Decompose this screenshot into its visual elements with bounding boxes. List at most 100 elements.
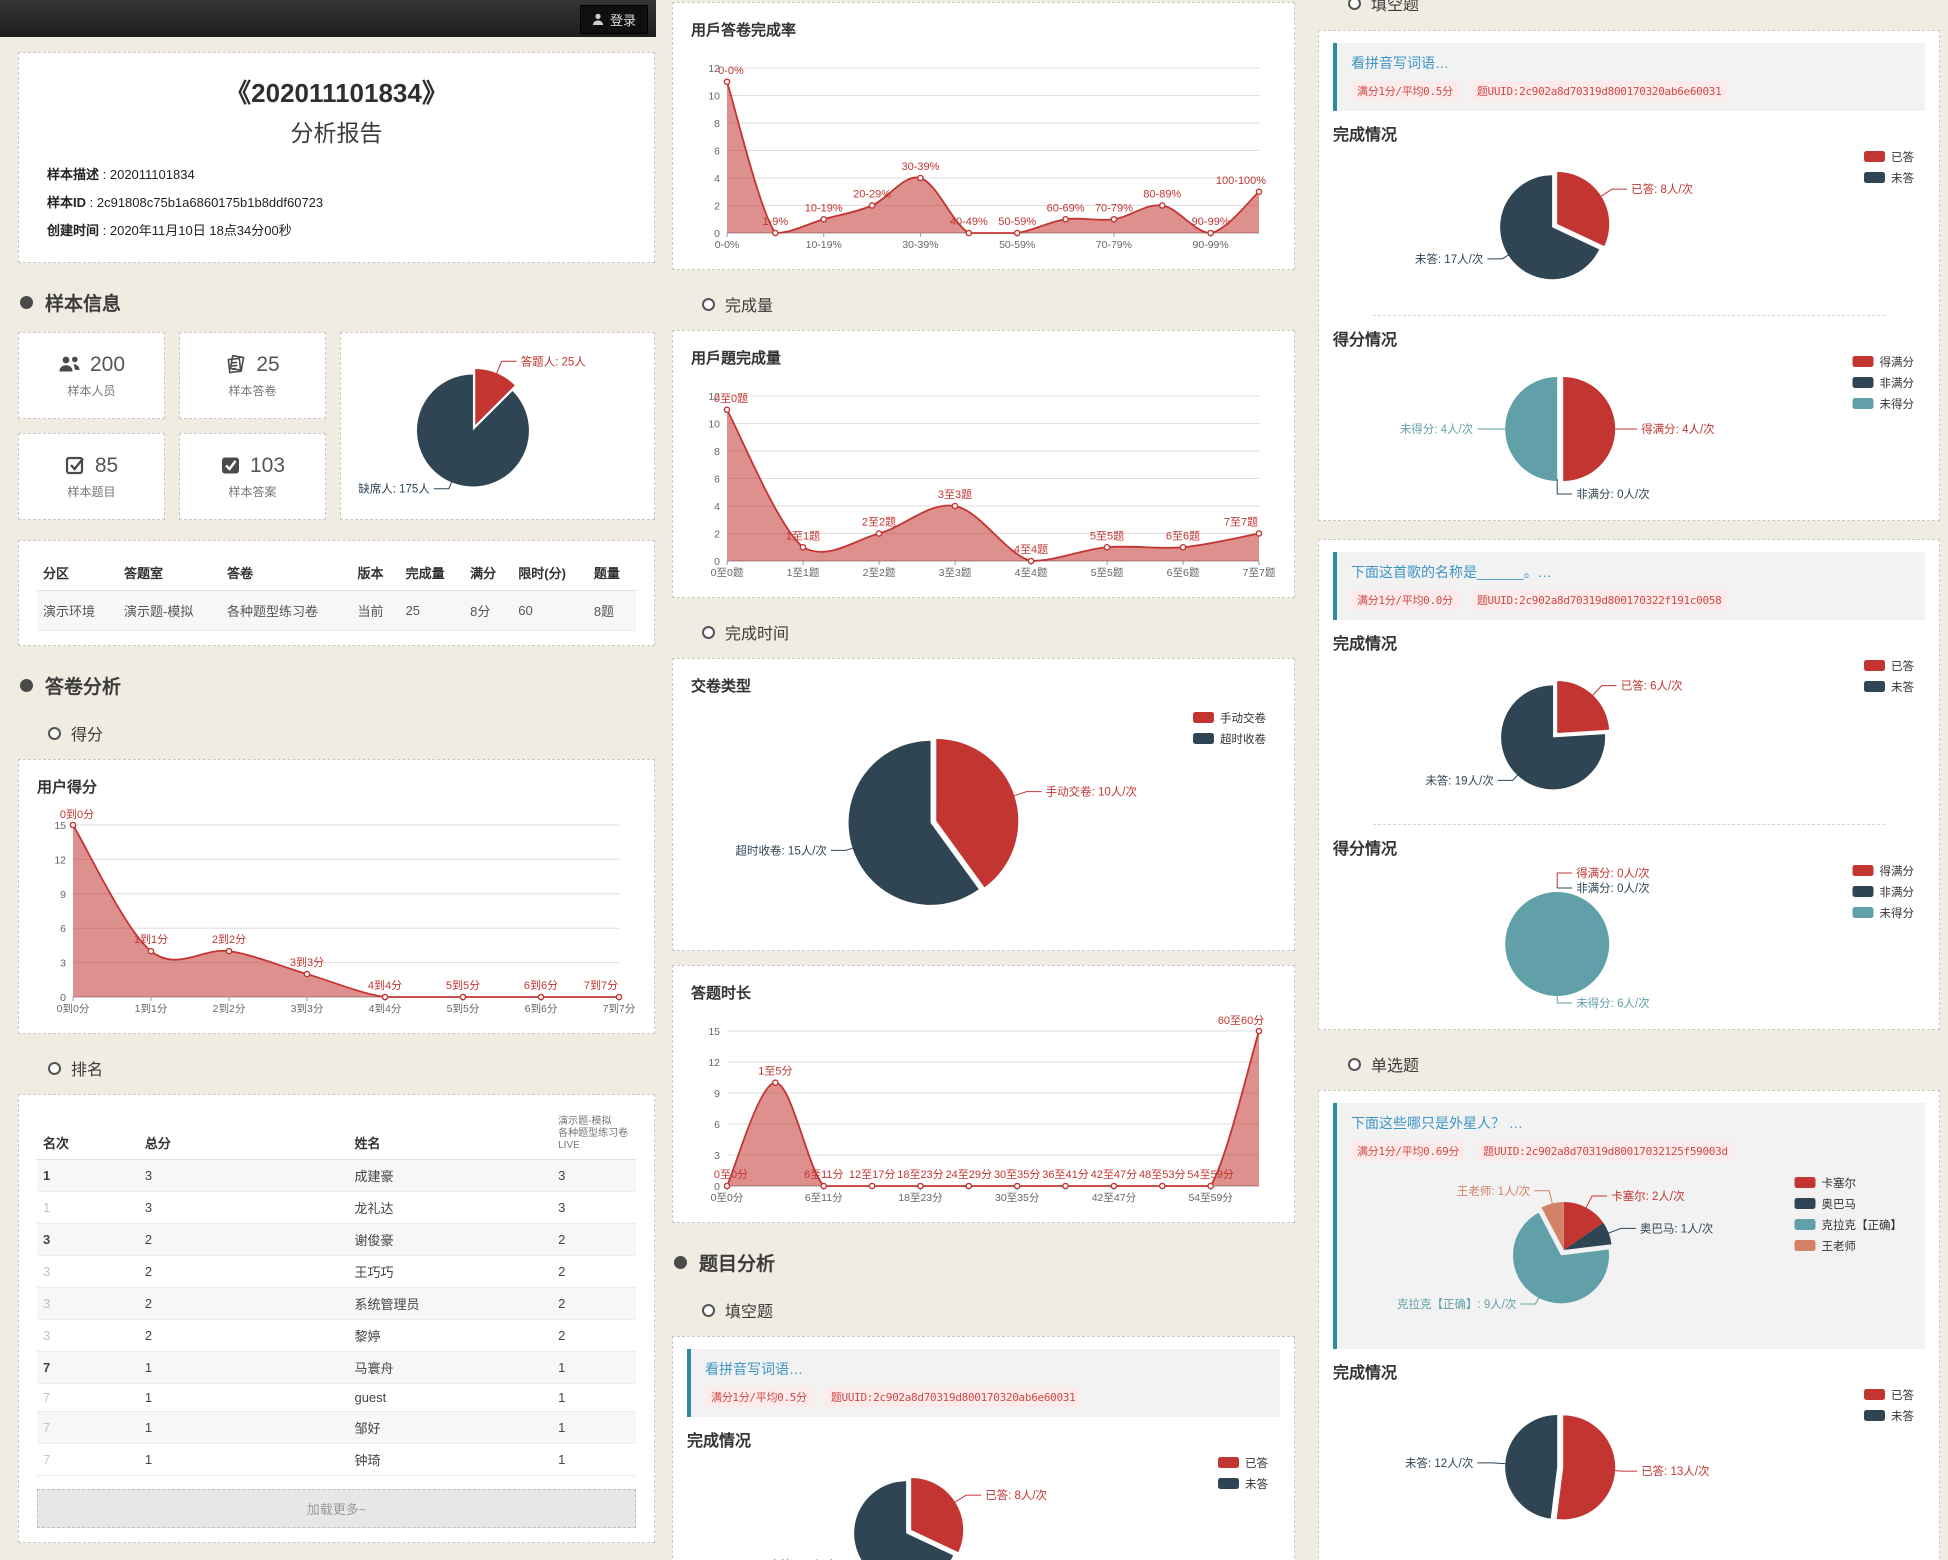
complete-status-title: 完成情况 <box>1333 127 1398 144</box>
svg-text:10: 10 <box>708 91 720 103</box>
chart-title: 用户得分 <box>37 779 98 796</box>
svg-text:2到2分: 2到2分 <box>213 1003 246 1015</box>
section-bullet-icon <box>20 679 33 692</box>
table-header-row: 分区 答题室 答卷 版本 完成量 满分 限时(分) 题量 <box>37 555 636 591</box>
svg-text:90-99%: 90-99% <box>1192 216 1230 228</box>
ranking-table-body: 1 3 成建豪 3 1 3 龙礼达 3 3 2 谢俊豪 2 3 2 王巧巧 2 3 2 系统管理员 2 3 2 黎婷 2 7 1 马… <box>37 1159 636 1476</box>
question-header: 看拼音写词语… 满分1分/平均0.5分 题UUID:2c902a8d70319d… <box>1333 43 1925 111</box>
uid-badge: 题UUID:2c902a8d70319d800170322f191c0058 <box>1470 590 1728 610</box>
complete-status-title: 完成情况 <box>1333 636 1398 653</box>
load-more-button[interactable]: 加载更多~ <box>37 1489 636 1528</box>
svg-text:18至23分: 18至23分 <box>897 1168 943 1181</box>
svg-text:50-59%: 50-59% <box>998 216 1036 228</box>
svg-text:未得分: 4人/次: 未得分: 4人/次 <box>1400 422 1474 436</box>
clipped-section-header: 填空题 <box>1318 0 1940 14</box>
ranking-header-row: 名次 总分 姓名 演示题-模拟 各种题型练习卷 LIVE <box>37 1109 636 1160</box>
chart-title: 答题时长 <box>691 985 752 1002</box>
ranking-row: 3 2 黎婷 2 <box>37 1319 636 1352</box>
svg-text:48至53分: 48至53分 <box>1139 1168 1185 1181</box>
svg-text:2: 2 <box>714 201 720 213</box>
question-title-link[interactable]: 看拼音写词语… <box>1351 55 1449 71</box>
svg-text:80-89%: 80-89% <box>1143 189 1181 201</box>
svg-text:2至2题: 2至2题 <box>862 516 896 529</box>
svg-text:1到1分: 1到1分 <box>135 1003 168 1015</box>
sheets-icon <box>225 354 247 375</box>
svg-text:3至3题: 3至3题 <box>938 488 972 501</box>
svg-text:5到5分: 5到5分 <box>446 979 480 992</box>
svg-text:未得分: 未得分 <box>1880 907 1915 920</box>
svg-text:6到6分: 6到6分 <box>525 1003 558 1015</box>
svg-text:70-79%: 70-79% <box>1095 202 1133 214</box>
svg-text:18至23分: 18至23分 <box>898 1192 943 1204</box>
uid-badge: 题UUID:2c902a8d70319d800170320ab6e60031 <box>824 1387 1082 1407</box>
section-sample-info: 样本信息 <box>20 289 655 316</box>
svg-text:6到6分: 6到6分 <box>524 979 558 992</box>
top-nav-bar: 登录 <box>0 0 656 37</box>
subsection-ring-icon <box>48 1061 61 1075</box>
svg-text:15: 15 <box>54 820 66 832</box>
svg-text:12: 12 <box>708 391 720 403</box>
ranking-header-paper: 演示题-模拟 各种题型练习卷 LIVE <box>552 1109 636 1160</box>
svg-text:42至47分: 42至47分 <box>1091 1168 1137 1181</box>
svg-text:6: 6 <box>714 474 720 486</box>
section-bullet-icon <box>20 296 33 309</box>
svg-text:4到4分: 4到4分 <box>368 979 402 992</box>
svg-text:6至6题: 6至6题 <box>1167 567 1200 579</box>
svg-text:3到3分: 3到3分 <box>290 956 324 969</box>
svg-text:20-29%: 20-29% <box>853 189 891 201</box>
svg-text:2到2分: 2到2分 <box>212 933 246 946</box>
uid-badge: 题UUID:2c902a8d70319d80017032125f59003d <box>1477 1141 1734 1161</box>
login-label: 登录 <box>609 13 636 28</box>
score-badge: 满分1分/平均0.5分 <box>1351 81 1459 101</box>
svg-text:奥巴马: 1人/次: 奥巴马: 1人/次 <box>1640 1221 1714 1235</box>
svg-text:42至47分: 42至47分 <box>1092 1192 1137 1204</box>
svg-text:得满分: 得满分 <box>1880 865 1915 878</box>
chart-title: 用戶答卷完成率 <box>691 22 797 39</box>
question-title-link[interactable]: 下面这些哪只是外星人？ … <box>1351 1115 1523 1131</box>
svg-text:3到3分: 3到3分 <box>291 1003 324 1015</box>
svg-text:得满分: 得满分 <box>1880 356 1915 369</box>
svg-text:7至7题: 7至7题 <box>1243 567 1275 579</box>
svg-text:未答: 未答 <box>1891 680 1914 694</box>
svg-text:12: 12 <box>708 63 720 75</box>
svg-text:6至11分: 6至11分 <box>805 1192 843 1204</box>
ranking-row: 3 2 王巧巧 2 <box>37 1255 636 1288</box>
svg-text:克拉克【正确】: 克拉克【正确】 <box>1822 1218 1903 1232</box>
sample-info-table: 分区 答题室 答卷 版本 完成量 满分 限时(分) 题量 演示环境 演示题-模拟 各种题型… <box>37 555 636 631</box>
svg-text:未答: 未答 <box>1891 171 1914 185</box>
svg-text:1至1题: 1至1题 <box>787 567 820 579</box>
subsection-completion-time: 完成时间 <box>702 620 1295 644</box>
ranking-row: 7 1 马寰舟 1 <box>37 1351 636 1384</box>
question-header: 下面这首歌的名称是______。… 满分1分/平均0.0分 题UUID:2c90… <box>1333 552 1925 620</box>
sample-stats-row: 200 样本人员 25 样本答卷 85 样本题目 103 样本答案 <box>18 332 655 520</box>
svg-text:9: 9 <box>714 1088 720 1100</box>
svg-text:5至5题: 5至5题 <box>1091 567 1124 579</box>
svg-text:未答: 未答 <box>1245 1477 1268 1491</box>
svg-text:非满分: 0人/次: 非满分: 0人/次 <box>1576 881 1650 895</box>
svg-text:克拉克【正确】: 9人/次: 克拉克【正确】: 9人/次 <box>1397 1297 1517 1311</box>
svg-text:70-79%: 70-79% <box>1096 239 1132 251</box>
left-column: 《202011101834》 分析报告 样本描述 : 202011101834 … <box>18 0 655 1560</box>
question-title-link[interactable]: 下面这首歌的名称是______。… <box>1351 564 1552 580</box>
svg-text:6: 6 <box>60 923 66 935</box>
svg-text:90-99%: 90-99% <box>1193 239 1229 251</box>
submit-type-card: 交卷类型 手动交卷: 10人/次 超时收卷: 15人/次 手动交卷 超时收卷 <box>672 658 1295 951</box>
question-card-fill-1: 看拼音写词语… 满分1分/平均0.5分 题UUID:2c902a8d70319d… <box>1318 30 1940 521</box>
score-badge: 满分1分/平均0.5分 <box>705 1387 813 1407</box>
svg-text:已答: 已答 <box>1891 659 1914 673</box>
question-title-link[interactable]: 看拼音写词语… <box>705 1361 803 1377</box>
svg-text:40-49%: 40-49% <box>950 216 988 228</box>
svg-text:王老师: 王老师 <box>1822 1240 1857 1253</box>
svg-text:得满分: 4人/次: 得满分: 4人/次 <box>1641 422 1715 436</box>
svg-text:9: 9 <box>60 889 66 901</box>
question-meta: 满分1分/平均0.5分 题UUID:2c902a8d70319d80017032… <box>1351 81 1911 101</box>
ranking-row: 7 1 邹好 1 <box>37 1411 636 1444</box>
report-title: 《202011101834》 <box>225 78 448 108</box>
login-button[interactable]: 登录 <box>579 5 648 34</box>
duration-chart: 0 3 6 9 12 15 0至0分 6至11分 18至23分 30至35分 42至47分 54至59… <box>708 1014 1264 1204</box>
